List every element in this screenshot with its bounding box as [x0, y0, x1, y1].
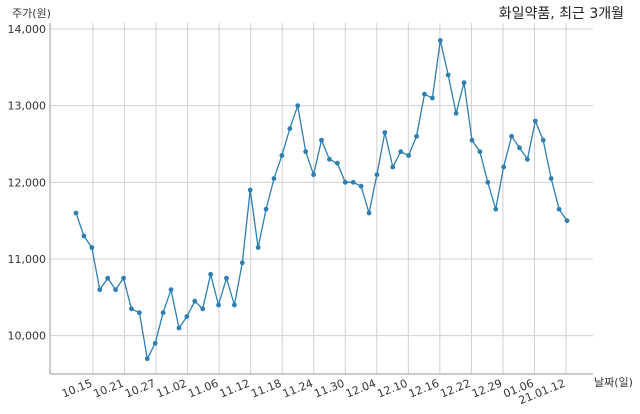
- data-point: [200, 306, 206, 312]
- data-point: [366, 210, 372, 216]
- data-point: [509, 133, 514, 139]
- data-point: [532, 118, 538, 124]
- data-point: [469, 137, 475, 143]
- x-tick-label: 11.30: [312, 377, 346, 401]
- data-point: [342, 179, 348, 185]
- data-point: [208, 271, 214, 277]
- data-point: [350, 179, 356, 185]
- data-point: [231, 302, 237, 308]
- y-tick-label: 11,000: [8, 253, 47, 266]
- x-tick-labels: 10.1510.2110.2711.0211.0611.1211.1811.24…: [60, 377, 567, 407]
- data-point: [382, 130, 388, 135]
- data-point: [168, 287, 174, 293]
- data-point: [398, 149, 404, 155]
- data-point: [144, 356, 150, 362]
- data-point: [89, 245, 95, 250]
- data-point: [334, 160, 340, 166]
- y-tick-label: 12,000: [8, 176, 47, 189]
- data-point: [517, 145, 522, 151]
- price-line: [75, 40, 568, 361]
- x-tick-label: 12.04: [344, 377, 378, 401]
- x-tick-label: 12.16: [407, 377, 441, 401]
- y-tick-label: 10,000: [8, 330, 47, 343]
- x-tick-label: 11.02: [155, 377, 189, 401]
- x-tick-label: 12.22: [438, 377, 472, 401]
- data-point: [160, 310, 166, 316]
- x-tick-label: 10.27: [123, 377, 157, 401]
- data-point: [327, 156, 332, 162]
- x-tick-label: 11.12: [218, 377, 252, 401]
- data-point: [525, 156, 530, 162]
- data-point: [422, 91, 427, 97]
- x-tick-label: 12.10: [375, 377, 409, 401]
- data-point: [564, 218, 570, 224]
- data-point: [374, 172, 380, 178]
- data-point: [445, 72, 451, 78]
- x-tick-label: 11.06: [186, 377, 220, 401]
- data-point: [279, 153, 285, 158]
- data-point: [224, 275, 229, 281]
- data-point: [303, 149, 309, 155]
- data-point: [121, 275, 126, 281]
- data-point: [73, 210, 79, 216]
- data-point: [136, 310, 142, 316]
- data-point: [105, 275, 111, 281]
- x-tick-label: 11.24: [281, 377, 315, 401]
- data-point: [501, 164, 507, 170]
- data-point: [255, 245, 261, 250]
- data-point: [176, 325, 182, 331]
- data-point: [429, 95, 435, 101]
- x-axis-label: 날짜(일): [594, 376, 633, 389]
- data-point: [414, 133, 419, 139]
- y-axis-label: 주가(원): [12, 7, 51, 20]
- data-point: [406, 153, 412, 158]
- data-point: [287, 126, 293, 132]
- data-point: [216, 302, 221, 308]
- data-point: [311, 172, 316, 178]
- data-point: [184, 314, 190, 319]
- data-point: [129, 306, 134, 312]
- data-point: [97, 287, 103, 293]
- chart-title: 화일약품, 최근 3개월: [498, 6, 624, 22]
- vertical-gridlines: [92, 23, 567, 374]
- data-point: [239, 260, 245, 266]
- data-point: [152, 340, 158, 346]
- x-tick-label: 11.18: [249, 377, 283, 401]
- x-tick-label: 10.21: [92, 377, 126, 401]
- y-tick-labels: 10,000 11,000 12,000 13,000 14,000: [8, 23, 47, 343]
- data-point: [556, 206, 562, 212]
- data-point: [437, 38, 443, 43]
- data-point: [319, 137, 324, 143]
- data-point: [271, 176, 277, 181]
- data-point: [548, 176, 554, 181]
- data-point: [247, 187, 253, 193]
- price-points: [73, 38, 570, 362]
- data-point: [113, 287, 118, 293]
- data-point: [263, 206, 269, 212]
- y-tick-label: 13,000: [8, 100, 47, 113]
- data-point: [540, 137, 546, 143]
- data-point: [192, 298, 198, 304]
- x-tick-label: 12.29: [470, 377, 504, 401]
- data-point: [81, 233, 87, 239]
- data-point: [453, 110, 459, 116]
- data-point: [295, 103, 301, 109]
- horizontal-gridlines: [50, 28, 593, 337]
- x-tick-label: 10.15: [60, 377, 94, 401]
- data-point: [461, 80, 467, 86]
- data-point: [493, 206, 499, 212]
- y-tick-label: 14,000: [8, 23, 47, 36]
- data-point: [477, 149, 483, 155]
- data-point: [390, 164, 396, 170]
- data-point: [485, 179, 491, 185]
- data-point: [358, 183, 364, 189]
